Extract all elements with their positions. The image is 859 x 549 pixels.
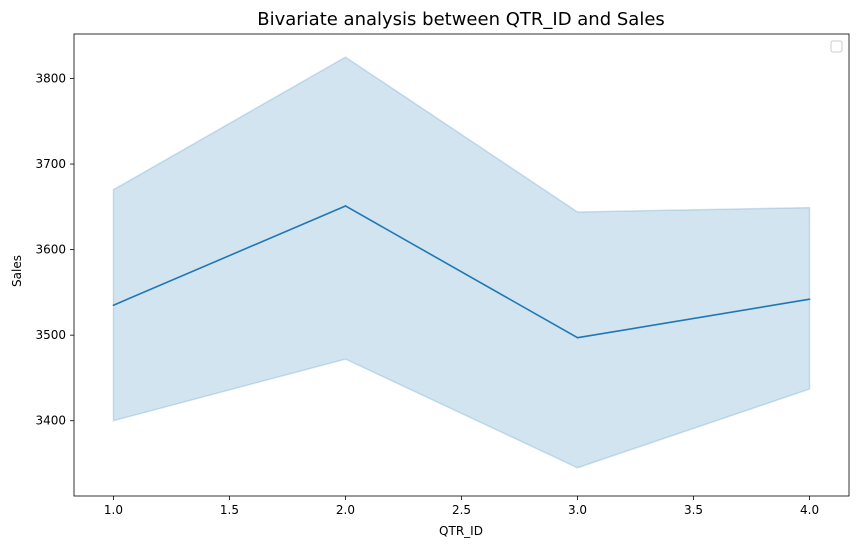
chart-title: Bivariate analysis between QTR_ID and Sa… xyxy=(257,9,665,30)
y-axis-label: Sales xyxy=(10,255,24,287)
x-tick-label: 3.5 xyxy=(684,503,703,517)
confidence-band-0 xyxy=(112,56,811,469)
y-tick-label: 3800 xyxy=(35,71,66,85)
x-tick-label: 4.0 xyxy=(800,503,819,517)
plot-frame xyxy=(73,33,850,497)
y-tick-label: 3500 xyxy=(35,328,66,342)
x-tick-label: 2.0 xyxy=(336,503,355,517)
plot-area xyxy=(112,56,811,469)
data-point xyxy=(808,298,811,301)
x-tick-label: 2.5 xyxy=(452,503,471,517)
x-tick-label: 1.5 xyxy=(220,503,239,517)
data-point xyxy=(112,304,115,307)
x-axis-ticks: 1.0 1.5 2.0 2.5 3.0 3.5 4.0 xyxy=(104,496,819,517)
series-line-0 xyxy=(113,205,810,339)
x-tick-label: 3.0 xyxy=(568,503,587,517)
data-point xyxy=(576,336,579,339)
data-point xyxy=(344,205,347,207)
legend-box xyxy=(830,40,843,53)
y-tick-label: 3700 xyxy=(35,157,66,171)
y-tick-label: 3600 xyxy=(35,243,66,257)
y-axis-ticks: 3400 3500 3600 3700 3800 xyxy=(35,71,74,428)
x-tick-label: 1.0 xyxy=(104,503,123,517)
x-axis-label: QTR_ID xyxy=(439,524,483,538)
y-tick-label: 3400 xyxy=(35,414,66,428)
